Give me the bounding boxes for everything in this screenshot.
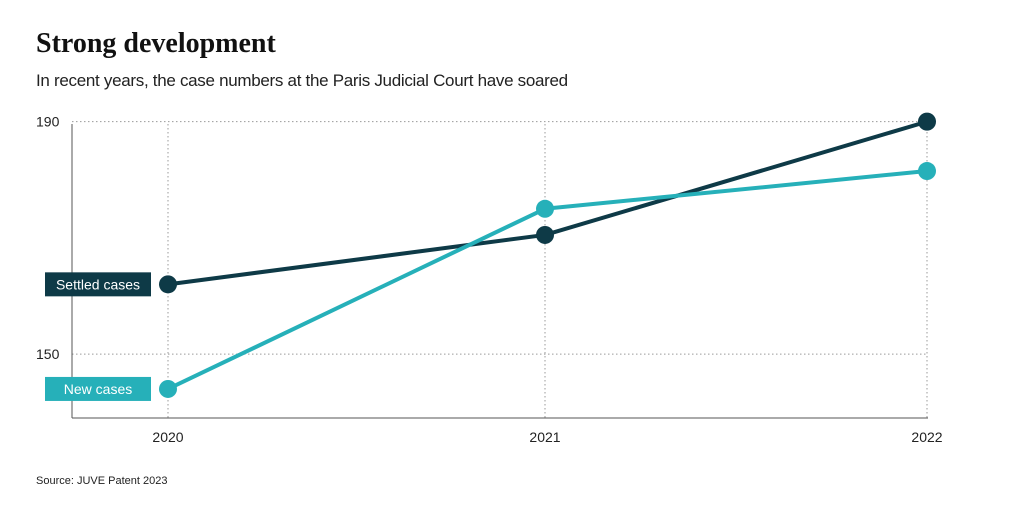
source-note: Source: JUVE Patent 2023 (36, 475, 168, 487)
x-tick-label: 2022 (911, 429, 942, 445)
y-tick-label: 150 (36, 346, 60, 362)
series (159, 112, 936, 398)
data-point (918, 162, 936, 181)
series-label-box (45, 376, 151, 401)
x-tick-label: 2021 (529, 429, 560, 445)
chart-title: Strong development (36, 28, 276, 59)
data-point (536, 199, 554, 218)
chart-subtitle: In recent years, the case numbers at the… (36, 71, 568, 90)
axes: 150 190 2020 2021 2022 (36, 114, 943, 445)
series-label: Settled cases (56, 276, 140, 292)
series-label: New cases (64, 381, 132, 397)
series-label-box (45, 272, 151, 297)
y-tick-label: 190 (36, 114, 60, 130)
data-point (159, 379, 177, 398)
data-point (918, 112, 936, 131)
series-labels: Settled cases New cases (45, 272, 151, 401)
grid (72, 121, 928, 418)
data-point (159, 275, 177, 294)
x-tick-label: 2020 (152, 429, 183, 445)
data-point (536, 225, 554, 244)
